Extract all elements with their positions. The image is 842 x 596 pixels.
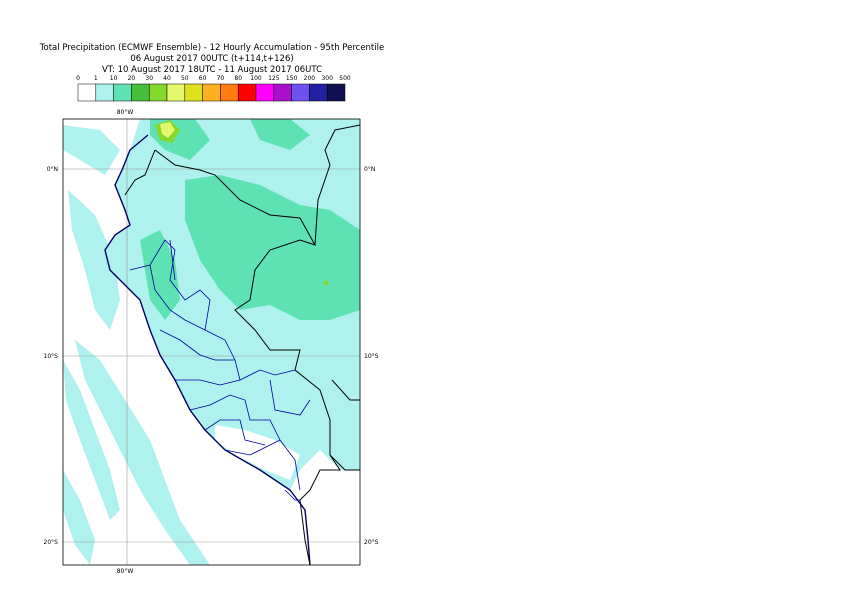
lat-label: 20°S: [364, 539, 379, 546]
legend-label: 30: [145, 75, 153, 82]
legend-label: 200: [304, 75, 316, 82]
lon-label: 80°W: [117, 568, 134, 575]
legend-label: 0: [76, 75, 80, 82]
lat-label: 0°N: [364, 166, 375, 173]
lat-label: 20°S: [44, 539, 59, 546]
legend-label: 60: [199, 75, 207, 82]
legend-swatch: [255, 83, 275, 102]
legend-label: 300: [321, 75, 333, 82]
map-frame: [62, 118, 361, 566]
legend-swatch: [131, 83, 150, 102]
lat-label: 0°N: [47, 166, 58, 173]
legend-label: 10: [110, 75, 118, 82]
legend-label: 80: [234, 75, 242, 82]
legend-label: 500: [339, 75, 351, 82]
precipitation-field: [63, 119, 360, 565]
legend-swatch: [220, 83, 239, 102]
title-line: Total Precipitation (ECMWF Ensemble) - 1…: [39, 43, 384, 53]
legend-swatch: [273, 83, 292, 102]
legend-label: 125: [268, 75, 280, 82]
legend-swatch: [148, 83, 168, 102]
legend-label: 1: [94, 75, 98, 82]
legend-label: 20: [128, 75, 136, 82]
legend-label: 100: [250, 75, 262, 82]
legend-swatch: [166, 83, 186, 102]
legend: 0 1 10 20 30 40 50 60 70 80 100 125 150 200 300 500: [76, 75, 351, 102]
legend-swatch: [95, 83, 114, 102]
legend-label: 40: [163, 75, 171, 82]
legend-label: 150: [286, 75, 298, 82]
legend-swatch: [77, 83, 97, 102]
lat-label: 10°S: [44, 353, 59, 360]
legend-swatch: [237, 83, 257, 102]
boundaries: [104, 124, 360, 565]
legend-swatch: [184, 83, 203, 102]
legend-swatch: [291, 83, 310, 102]
title-line: VT: 10 August 2017 18UTC - 11 August 201…: [102, 65, 322, 75]
lat-label: 10°S: [364, 353, 379, 360]
legend-label: 70: [217, 75, 225, 82]
lon-label: 80°W: [117, 109, 134, 116]
title-line: 06 August 2017 00UTC (t+114,t+126): [130, 54, 293, 64]
legend-label: 50: [181, 75, 189, 82]
legend-swatch: [326, 83, 346, 102]
legend-swatch: [309, 83, 328, 102]
graticule: [63, 119, 360, 565]
legend-swatch: [202, 83, 221, 102]
legend-swatch: [113, 83, 132, 102]
